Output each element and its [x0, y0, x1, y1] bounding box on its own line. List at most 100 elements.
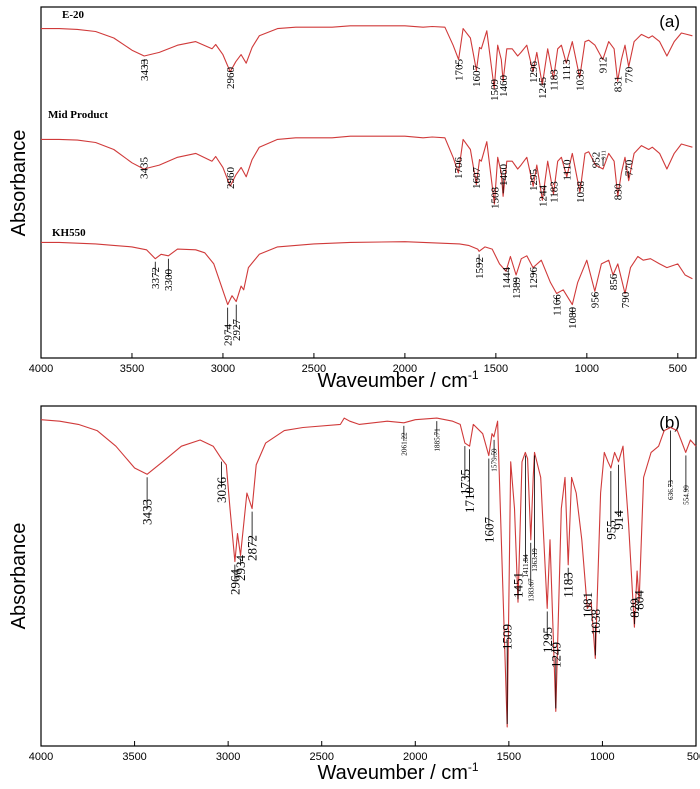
- peak-label-3433: 3433: [140, 499, 155, 525]
- x-tick-label-3000: 3000: [216, 751, 240, 763]
- peak-label-829: 829: [627, 598, 642, 618]
- x-tick-label-3500: 3500: [120, 363, 144, 375]
- peak-label-1706: 1706: [453, 156, 465, 179]
- x-tick-label-1000: 1000: [590, 751, 614, 763]
- peak-label-1411-84: 1411.84: [522, 554, 530, 577]
- peak-label-1705: 1705: [453, 58, 465, 81]
- peak-label-912: 912: [598, 57, 610, 74]
- peak-label-3433: 3433: [139, 58, 151, 81]
- peak-label-1509: 1509: [489, 79, 501, 102]
- panel-a-plot-frame: [40, 6, 697, 359]
- peak-label-1508: 1508: [489, 187, 501, 210]
- peak-label-956: 956: [590, 291, 602, 308]
- peak-label-1038: 1038: [588, 609, 603, 635]
- peak-label-1607: 1607: [471, 64, 483, 87]
- panel-b-label: (b): [659, 413, 680, 432]
- peak-label-1607: 1607: [481, 517, 496, 544]
- peak-label-2964: 2964: [227, 568, 242, 595]
- peak-label-1295: 1295: [528, 168, 540, 191]
- peak-label-911: 911: [600, 150, 607, 160]
- x-tick-label-4000: 4000: [29, 363, 53, 375]
- peak-label-1296: 1296: [528, 60, 540, 83]
- peak-label-770: 770: [624, 66, 636, 83]
- panel-b-chart: 4000 3500 3000 2500 2000 1500 1000 500 3433 3036 2…: [29, 417, 700, 763]
- x-tick-label-3500: 3500: [122, 751, 146, 763]
- peak-label-1383-67: 1383.67: [527, 578, 535, 602]
- x-tick-label-4000: 4000: [29, 751, 53, 763]
- peak-label-2960: 2960: [225, 167, 237, 190]
- panel-a-label: (a): [659, 12, 680, 31]
- peak-label-1460: 1460: [498, 75, 510, 98]
- x-tick-label-2500: 2500: [309, 751, 333, 763]
- x-tick-label-500: 500: [687, 751, 700, 763]
- spectrum-line-sample: [40, 417, 697, 728]
- x-tick-label-1000: 1000: [575, 363, 599, 375]
- peak-label-914: 914: [611, 510, 626, 530]
- peak-label-1451: 1451: [511, 572, 526, 598]
- peak-label-2974: 2974: [223, 323, 235, 346]
- panel-a: (a) E-20 Mid Product KH550 Absorbance Wa…: [8, 6, 697, 392]
- peak-label-1081: 1081: [580, 592, 595, 618]
- panel-a-chart: 4000 3500 3000 2500 2000 1500 1000 500 3433 2960 1…: [29, 25, 693, 375]
- peak-label-1389: 1389: [511, 276, 523, 299]
- peak-label-2934: 2934: [233, 554, 248, 581]
- peak-label-1363-19: 1363.19: [531, 548, 539, 572]
- peak-label-1080: 1080: [567, 306, 579, 329]
- x-tick-label-2000: 2000: [393, 363, 417, 375]
- x-tick-label-1500: 1500: [484, 363, 508, 375]
- peak-label-1183: 1183: [548, 69, 560, 91]
- peak-label-1295: 1295: [540, 627, 555, 653]
- x-tick-label-2500: 2500: [302, 363, 326, 375]
- panel-b: (b) Absorbance Waveumber / cm-1: [8, 405, 697, 784]
- peak-label-831: 831: [612, 76, 624, 93]
- trace-label-mid-product: Mid Product: [48, 109, 108, 121]
- peak-label-1183: 1183: [548, 181, 560, 203]
- peak-label-2927: 2927: [231, 319, 243, 342]
- peak-label-1244: 1244: [537, 185, 549, 208]
- peak-label-1607: 1607: [471, 166, 483, 189]
- peak-label-1249: 1249: [548, 642, 563, 668]
- panel-b-y-axis-label: Absorbance: [8, 523, 30, 630]
- peak-label-1245: 1245: [537, 76, 549, 99]
- peak-label-830: 830: [613, 183, 625, 200]
- peak-label-1110: 1110: [562, 159, 574, 181]
- peak-label-2872: 2872: [245, 535, 260, 561]
- x-tick-label-3000: 3000: [211, 363, 235, 375]
- x-tick-label-500: 500: [669, 363, 687, 375]
- peak-label-1296: 1296: [528, 266, 540, 289]
- panel-b-plot-frame: [40, 405, 697, 747]
- trace-label-kh550: KH550: [52, 227, 86, 239]
- spectrum-line-mid-product: [41, 135, 693, 205]
- peak-label-955: 955: [603, 520, 618, 540]
- peak-label-1592: 1592: [474, 257, 486, 279]
- peak-label-1166: 1166: [552, 294, 564, 316]
- peak-label-3372: 3372: [150, 267, 162, 289]
- peak-label-804: 804: [632, 590, 647, 610]
- peak-label-1444: 1444: [501, 267, 513, 290]
- peak-label-1710: 1710: [462, 487, 477, 513]
- peak-label-770: 770: [624, 159, 636, 176]
- peak-label-856: 856: [608, 273, 620, 290]
- x-tick-label-2000: 2000: [403, 751, 427, 763]
- peak-label-790: 790: [620, 291, 632, 308]
- peak-label-636-73: 636.73: [667, 480, 675, 500]
- peak-label-554-99: 554.99: [682, 485, 690, 505]
- panel-a-y-axis-label: Absorbance: [8, 130, 30, 237]
- peak-label-2960: 2960: [225, 67, 237, 90]
- panel-a-x-axis-label: Waveumber / cm-1: [317, 368, 478, 392]
- peak-label-1509: 1509: [500, 624, 515, 650]
- peak-label-3300: 3300: [163, 268, 175, 291]
- peak-label-2061-22: 2061.22: [400, 432, 408, 456]
- panel-b-x-axis-label: Waveumber / cm-1: [317, 760, 478, 784]
- peak-label-952: 952: [590, 152, 602, 169]
- peak-label-1183: 1183: [561, 572, 576, 598]
- peak-label-1460: 1460: [498, 164, 510, 187]
- x-tick-label-1500: 1500: [497, 751, 521, 763]
- peak-label-3435: 3435: [139, 156, 151, 179]
- peak-label-1735: 1735: [457, 469, 472, 495]
- spectrum-line-kh550: [41, 241, 693, 306]
- peak-label-1885-71: 1885.71: [433, 428, 441, 452]
- peak-label-1039: 1039: [575, 69, 587, 92]
- trace-label-e20: E-20: [62, 9, 85, 21]
- peak-label-3036: 3036: [214, 477, 229, 504]
